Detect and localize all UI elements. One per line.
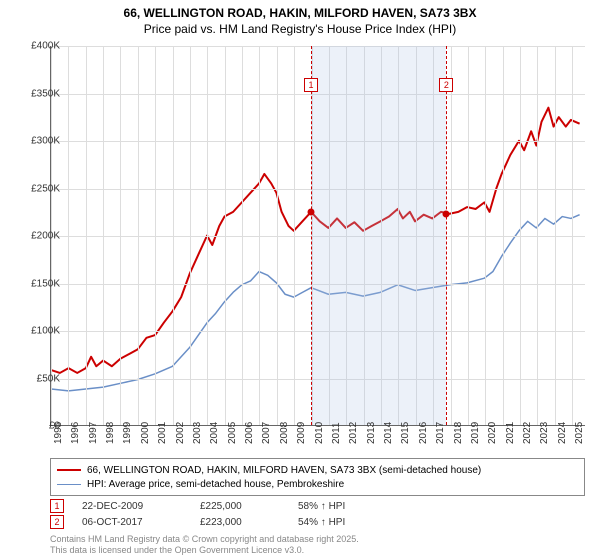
y-axis-label: £200K	[10, 231, 60, 242]
gridline-vertical	[537, 46, 538, 425]
gridline-vertical	[120, 46, 121, 425]
sale-row: 1 22-DEC-2009 £225,000 58% ↑ HPI	[50, 498, 378, 514]
x-axis-label: 2011	[331, 422, 342, 444]
y-axis-label: £400K	[10, 41, 60, 52]
x-axis-label: 1995	[53, 422, 64, 444]
x-axis-label: 2016	[418, 422, 429, 444]
y-axis-label: £300K	[10, 136, 60, 147]
x-axis-label: 1999	[122, 422, 133, 444]
x-axis-label: 1996	[70, 422, 81, 444]
x-axis-label: 2004	[209, 422, 220, 444]
y-axis-label: £150K	[10, 278, 60, 289]
sale-date: 22-DEC-2009	[82, 501, 182, 512]
gridline-vertical	[520, 46, 521, 425]
title-address: 66, WELLINGTON ROAD, HAKIN, MILFORD HAVE…	[0, 6, 600, 22]
gridline-vertical	[138, 46, 139, 425]
marker-number-box: 2	[439, 78, 453, 92]
sale-marker-box: 1	[50, 499, 64, 513]
x-axis-label: 2006	[244, 422, 255, 444]
legend-item: 66, WELLINGTON ROAD, HAKIN, MILFORD HAVE…	[57, 463, 578, 477]
x-axis-label: 2018	[453, 422, 464, 444]
legend-box: 66, WELLINGTON ROAD, HAKIN, MILFORD HAVE…	[50, 458, 585, 496]
x-axis-label: 2001	[157, 422, 168, 444]
gridline-vertical	[468, 46, 469, 425]
y-axis-label: £350K	[10, 88, 60, 99]
gridline-vertical	[294, 46, 295, 425]
sale-hpi: 58% ↑ HPI	[298, 501, 378, 512]
sale-price: £223,000	[200, 517, 280, 528]
x-axis-label: 2002	[175, 422, 186, 444]
x-axis-label: 1997	[88, 422, 99, 444]
footer-line: This data is licensed under the Open Gov…	[50, 545, 359, 556]
title-subtitle: Price paid vs. HM Land Registry's House …	[0, 22, 600, 38]
x-axis-label: 2020	[487, 422, 498, 444]
legend-swatch	[57, 484, 81, 485]
gridline-vertical	[103, 46, 104, 425]
x-axis-label: 2010	[314, 422, 325, 444]
x-axis-label: 2017	[435, 422, 446, 444]
x-axis-label: 2014	[383, 422, 394, 444]
x-axis-label: 2012	[348, 422, 359, 444]
shaded-period	[311, 46, 446, 425]
y-axis-label: £250K	[10, 183, 60, 194]
x-axis-label: 2019	[470, 422, 481, 444]
x-axis-label: 2022	[522, 422, 533, 444]
y-axis-label: £50K	[10, 373, 60, 384]
gridline-vertical	[277, 46, 278, 425]
chart-container: 66, WELLINGTON ROAD, HAKIN, MILFORD HAVE…	[0, 0, 600, 560]
gridline-vertical	[485, 46, 486, 425]
gridline-vertical	[259, 46, 260, 425]
legend-label: 66, WELLINGTON ROAD, HAKIN, MILFORD HAVE…	[87, 465, 481, 476]
x-axis-label: 2015	[400, 422, 411, 444]
sale-marker-box: 2	[50, 515, 64, 529]
legend-swatch	[57, 469, 81, 471]
gridline-vertical	[451, 46, 452, 425]
gridline-vertical	[207, 46, 208, 425]
title-block: 66, WELLINGTON ROAD, HAKIN, MILFORD HAVE…	[0, 0, 600, 37]
x-axis-label: 2009	[296, 422, 307, 444]
gridline-vertical	[242, 46, 243, 425]
x-axis-label: 2024	[557, 422, 568, 444]
gridline-vertical	[173, 46, 174, 425]
gridline-vertical	[572, 46, 573, 425]
x-axis-label: 2023	[539, 422, 550, 444]
x-axis-label: 2013	[366, 422, 377, 444]
marker-dot	[443, 211, 450, 218]
marker-line	[446, 46, 447, 425]
y-axis-label: £100K	[10, 326, 60, 337]
sale-records: 1 22-DEC-2009 £225,000 58% ↑ HPI 2 06-OC…	[50, 498, 378, 530]
x-axis-label: 2000	[140, 422, 151, 444]
x-axis-label: 2021	[505, 422, 516, 444]
x-axis-label: 2005	[227, 422, 238, 444]
gridline-vertical	[555, 46, 556, 425]
gridline-vertical	[503, 46, 504, 425]
marker-dot	[308, 209, 315, 216]
footer-line: Contains HM Land Registry data © Crown c…	[50, 534, 359, 545]
gridline-vertical	[155, 46, 156, 425]
x-axis-label: 2008	[279, 422, 290, 444]
sale-price: £225,000	[200, 501, 280, 512]
marker-number-box: 1	[304, 78, 318, 92]
sale-date: 06-OCT-2017	[82, 517, 182, 528]
legend-item: HPI: Average price, semi-detached house,…	[57, 477, 578, 491]
sale-row: 2 06-OCT-2017 £223,000 54% ↑ HPI	[50, 514, 378, 530]
chart-plot-area: 12	[50, 46, 585, 426]
x-axis-label: 2007	[261, 422, 272, 444]
x-axis-label: 1998	[105, 422, 116, 444]
gridline-vertical	[86, 46, 87, 425]
gridline-vertical	[190, 46, 191, 425]
x-axis-label: 2003	[192, 422, 203, 444]
legend-label: HPI: Average price, semi-detached house,…	[87, 479, 344, 490]
x-axis-label: 2025	[574, 422, 585, 444]
footer-attribution: Contains HM Land Registry data © Crown c…	[50, 534, 359, 556]
gridline-vertical	[68, 46, 69, 425]
sale-hpi: 54% ↑ HPI	[298, 517, 378, 528]
marker-line	[311, 46, 312, 425]
gridline-vertical	[225, 46, 226, 425]
